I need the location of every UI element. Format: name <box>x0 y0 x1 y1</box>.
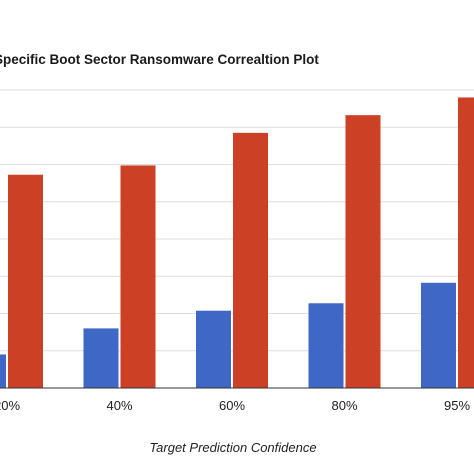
bar-series-1-80pct <box>308 303 344 388</box>
bars <box>0 97 474 389</box>
chart-title: Specific Boot Sector Ransomware Correalt… <box>0 52 319 67</box>
x-tick-label: 40% <box>106 398 132 413</box>
bar-series-2-20pct <box>8 174 43 388</box>
bar-series-1-20pct <box>0 354 6 388</box>
bar-series-1-60pct <box>196 310 231 388</box>
x-tick-label: 80% <box>331 398 357 413</box>
bar-series-2-80pct <box>345 115 381 389</box>
x-tick-label: 95% <box>444 398 470 413</box>
x-axis-title: Target Prediction Confidence <box>149 440 316 455</box>
bar-series-1-95pct <box>421 282 456 388</box>
x-tick-label: 60% <box>219 398 245 413</box>
x-tick-label: 20% <box>0 398 20 413</box>
bar-series-1-40pct <box>83 328 119 388</box>
bar-series-2-60pct <box>233 132 268 388</box>
bar-series-2-95pct <box>458 97 474 388</box>
x-tick-labels: 20% 40% 60% 80% 95% <box>0 398 470 413</box>
bar-series-2-40pct <box>120 165 156 388</box>
gridlines <box>0 89 474 352</box>
